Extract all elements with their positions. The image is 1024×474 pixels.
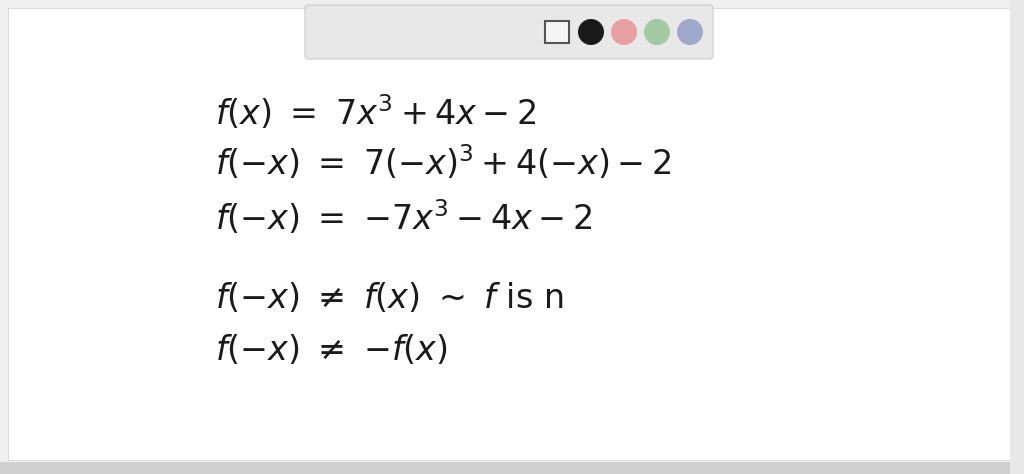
FancyBboxPatch shape: [1010, 0, 1024, 474]
Circle shape: [677, 19, 703, 45]
Text: $f(x)\ =\ 7x^3 + 4x - 2$: $f(x)\ =\ 7x^3 + 4x - 2$: [215, 93, 537, 132]
FancyBboxPatch shape: [545, 21, 569, 43]
Text: $f(-x)\ \neq\ f(x)\ \sim\ f\ \mathrm{is\ n}$: $f(-x)\ \neq\ f(x)\ \sim\ f\ \mathrm{is\…: [215, 281, 563, 315]
FancyBboxPatch shape: [305, 5, 713, 59]
FancyBboxPatch shape: [0, 462, 1010, 474]
Circle shape: [578, 19, 604, 45]
Circle shape: [611, 19, 637, 45]
Circle shape: [644, 19, 670, 45]
FancyBboxPatch shape: [8, 8, 1010, 460]
Text: $f(-x)\ \neq\ {-f(x)}$: $f(-x)\ \neq\ {-f(x)}$: [215, 333, 447, 367]
Text: $f(-x)\ =\ 7(-x)^3 + 4(-x) - 2$: $f(-x)\ =\ 7(-x)^3 + 4(-x) - 2$: [215, 144, 671, 182]
Text: $f(-x)\ =\ {-7x^3 - 4x - 2}$: $f(-x)\ =\ {-7x^3 - 4x - 2}$: [215, 199, 593, 237]
